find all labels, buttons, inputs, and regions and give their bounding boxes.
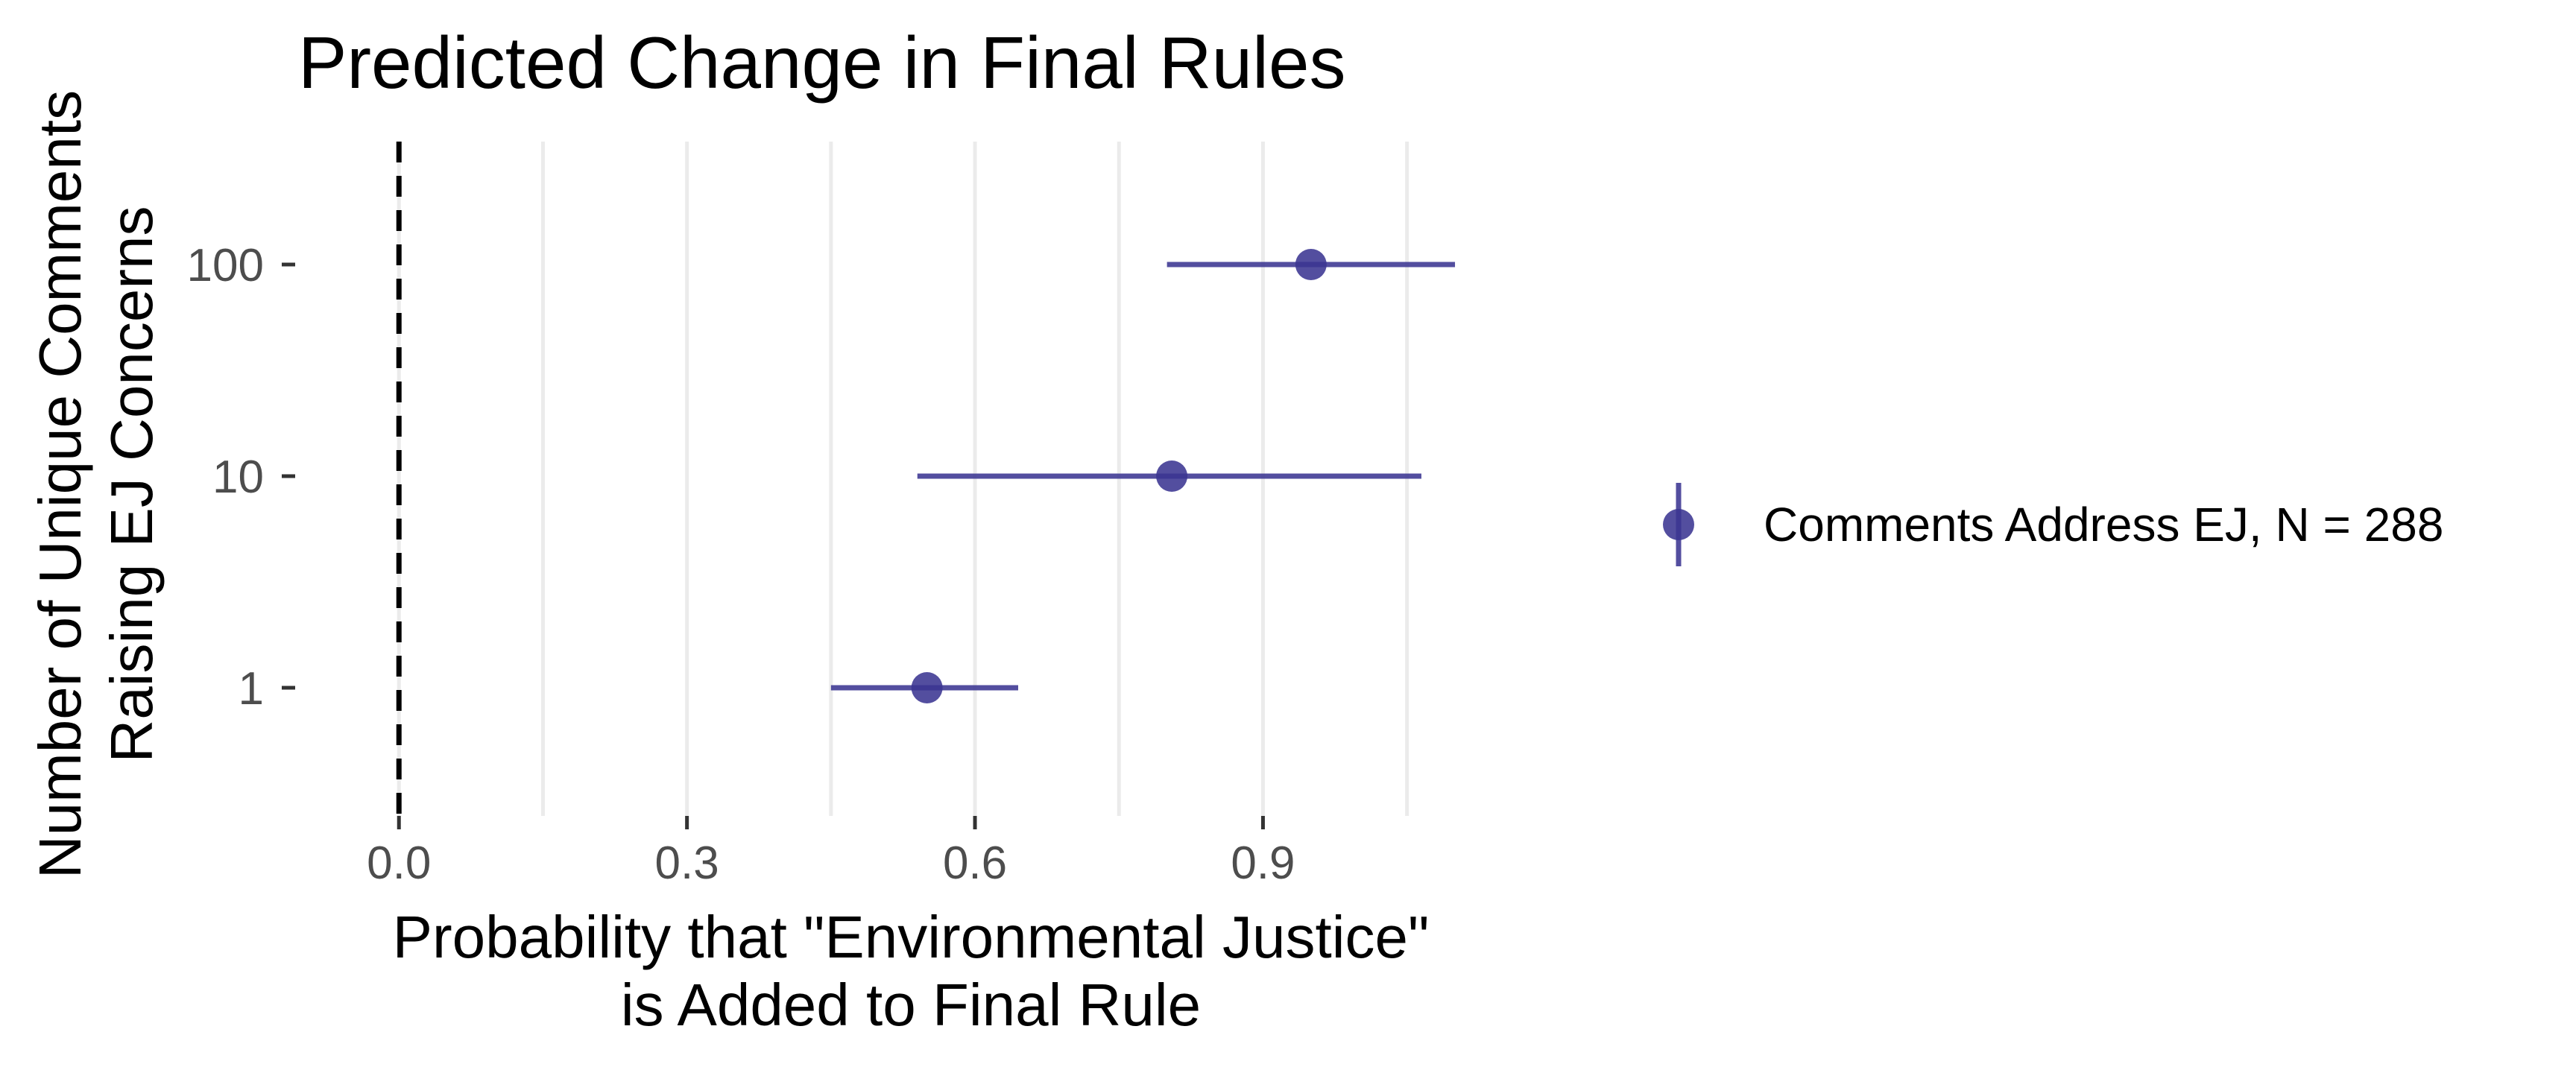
x-tick-label: 0.3	[655, 838, 719, 889]
chart-title: Predicted Change in Final Rules	[298, 22, 1345, 104]
y-axis-title-line-1: Number of Unique Comments	[27, 90, 93, 879]
data-point	[1156, 460, 1188, 492]
x-tick-label: 0.9	[1231, 838, 1295, 889]
y-axis-title: Number of Unique Comments Raising EJ Con…	[27, 90, 165, 879]
x-axis-title-line-2: is Added to Final Rule	[621, 972, 1201, 1038]
y-tick-label: 10	[212, 452, 264, 503]
legend-key-point	[1663, 509, 1694, 540]
x-tick-label: 0.0	[367, 838, 431, 889]
x-tick-label: 0.6	[943, 838, 1007, 889]
data-point	[1295, 249, 1327, 280]
y-axis-title-line-2: Raising EJ Concerns	[98, 206, 165, 763]
x-axis: 0.0 0.3 0.6 0.9	[367, 816, 1295, 889]
legend: Comments Address EJ, N = 288	[1663, 483, 2443, 566]
data-point	[911, 672, 943, 703]
y-tick-label: 100	[187, 240, 264, 291]
plot-panel	[396, 142, 1456, 816]
x-axis-title-line-1: Probability that "Environmental Justice"	[393, 904, 1430, 970]
legend-label: Comments Address EJ, N = 288	[1764, 498, 2443, 551]
y-axis: 1 10 100	[187, 240, 295, 715]
y-tick-label: 1	[239, 663, 264, 715]
